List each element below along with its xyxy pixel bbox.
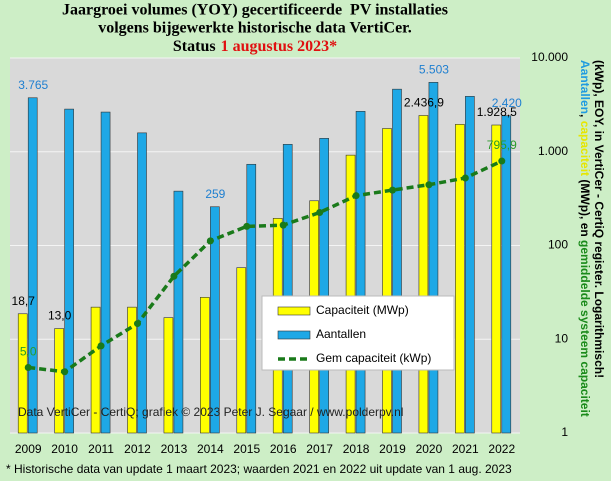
line-point xyxy=(134,320,141,328)
y-axis-label-part: capaciteit xyxy=(578,121,592,176)
bar xyxy=(282,144,293,434)
bar xyxy=(163,317,174,434)
bar xyxy=(345,154,356,434)
bar xyxy=(501,115,512,434)
bar xyxy=(428,82,439,434)
bar xyxy=(64,108,74,434)
line xyxy=(28,159,503,374)
x-tick-label: 2012 xyxy=(124,442,151,456)
x-tick-label: 2017 xyxy=(306,442,333,456)
x-tick-label: 2011 xyxy=(88,442,114,456)
footnote: * Historische data van update 1 maart 20… xyxy=(6,462,512,476)
data-label: 18,7 xyxy=(12,294,36,308)
chart-title: Status 1 augustus 2023* xyxy=(173,38,337,55)
x-tick-label: 2016 xyxy=(270,442,297,456)
bar xyxy=(418,115,429,434)
line-point xyxy=(206,237,214,245)
bar xyxy=(210,206,220,434)
chart-title: volgens bijgewerkte historische data Ver… xyxy=(98,20,412,37)
line-point xyxy=(461,174,469,182)
y-axis-label-part: , xyxy=(578,114,592,121)
y-axis-label: (kWp), EOY, in VertiCer - CertiQ registe… xyxy=(592,60,606,378)
bar xyxy=(27,97,38,434)
bar xyxy=(392,88,402,434)
bar xyxy=(54,328,64,434)
status-prefix: Status xyxy=(173,38,216,55)
y-tick-label: 100 xyxy=(548,238,568,252)
y-axis-label: Aantallen, capaciteit (MWp), en gemiddel… xyxy=(578,60,592,417)
line-point xyxy=(425,181,433,189)
legend: Capaciteit (MWp) Aantallen Gem capaciteit … xyxy=(261,295,455,371)
data-label: 13,0 xyxy=(48,309,72,323)
y-tick-label: 10.000 xyxy=(531,50,568,64)
legend-label: Gem capaciteit (kWp) xyxy=(316,351,431,365)
chart-title: Jaargroei volumes (YOY) gecertificeerde … xyxy=(62,2,448,19)
line-point xyxy=(170,272,178,280)
line-point xyxy=(498,157,506,165)
bar xyxy=(236,267,247,434)
data-label: 2.436,9 xyxy=(404,96,444,110)
data-label: 5.503 xyxy=(419,62,449,76)
legend-swatch xyxy=(277,330,311,340)
bar xyxy=(173,190,184,434)
x-tick-label: 2021 xyxy=(452,442,479,456)
data-label: 2.420 xyxy=(492,96,522,110)
y-axis-label-part: (MWp), en xyxy=(578,176,592,240)
bar xyxy=(90,306,101,434)
x-tick-label: 2014 xyxy=(197,442,224,456)
legend-label: Aantallen xyxy=(316,327,366,341)
bar xyxy=(355,111,366,434)
bar xyxy=(491,124,502,434)
bar xyxy=(319,138,329,434)
x-tick-label: 2009 xyxy=(15,442,42,456)
line-point xyxy=(352,192,360,200)
data-label: 5,0 xyxy=(20,345,37,359)
y-axis-label-part: Aantallen xyxy=(578,60,592,114)
legend-swatch xyxy=(277,306,311,316)
bar xyxy=(382,128,392,434)
bar xyxy=(455,124,465,434)
line-point xyxy=(24,363,32,371)
line-point xyxy=(389,186,396,194)
x-tick-label: 2013 xyxy=(161,442,188,456)
watermark: Data VertiCer - CertiQ; grafiek © 2023 P… xyxy=(18,405,403,419)
bar xyxy=(137,132,147,434)
bar xyxy=(17,313,28,434)
bar xyxy=(465,96,475,434)
x-tick-label: 2015 xyxy=(233,442,260,456)
line-point xyxy=(316,208,324,216)
data-label: 259 xyxy=(205,187,225,201)
y-tick-label: 1.000 xyxy=(538,144,568,158)
bar xyxy=(246,163,257,434)
status-date: 1 augustus 2023* xyxy=(221,38,337,55)
line-point xyxy=(61,368,69,376)
y-axis-label-part: (kWp), EOY, in VertiCer - CertiQ registe… xyxy=(592,60,606,378)
bar xyxy=(200,297,210,434)
y-axis-label-part: gemiddelde systeem capaciteit xyxy=(578,240,592,417)
x-tick-label: 2019 xyxy=(379,442,406,456)
bar xyxy=(127,306,137,434)
line-point xyxy=(279,221,287,229)
x-tick-label: 2020 xyxy=(416,442,443,456)
data-label: 3.765 xyxy=(18,78,48,92)
x-tick-label: 2022 xyxy=(488,442,515,456)
legend-label: Capaciteit (MWp) xyxy=(316,303,409,317)
data-label: 1.928,5 xyxy=(477,105,517,119)
y-tick-label: 10 xyxy=(555,331,569,345)
y-tick-label: 1 xyxy=(561,425,568,439)
line-point xyxy=(97,342,105,350)
data-label: 795,9 xyxy=(487,138,517,152)
bar xyxy=(100,111,111,434)
line-point xyxy=(243,222,251,230)
x-tick-label: 2010 xyxy=(51,442,78,456)
x-tick-label: 2018 xyxy=(343,442,370,456)
